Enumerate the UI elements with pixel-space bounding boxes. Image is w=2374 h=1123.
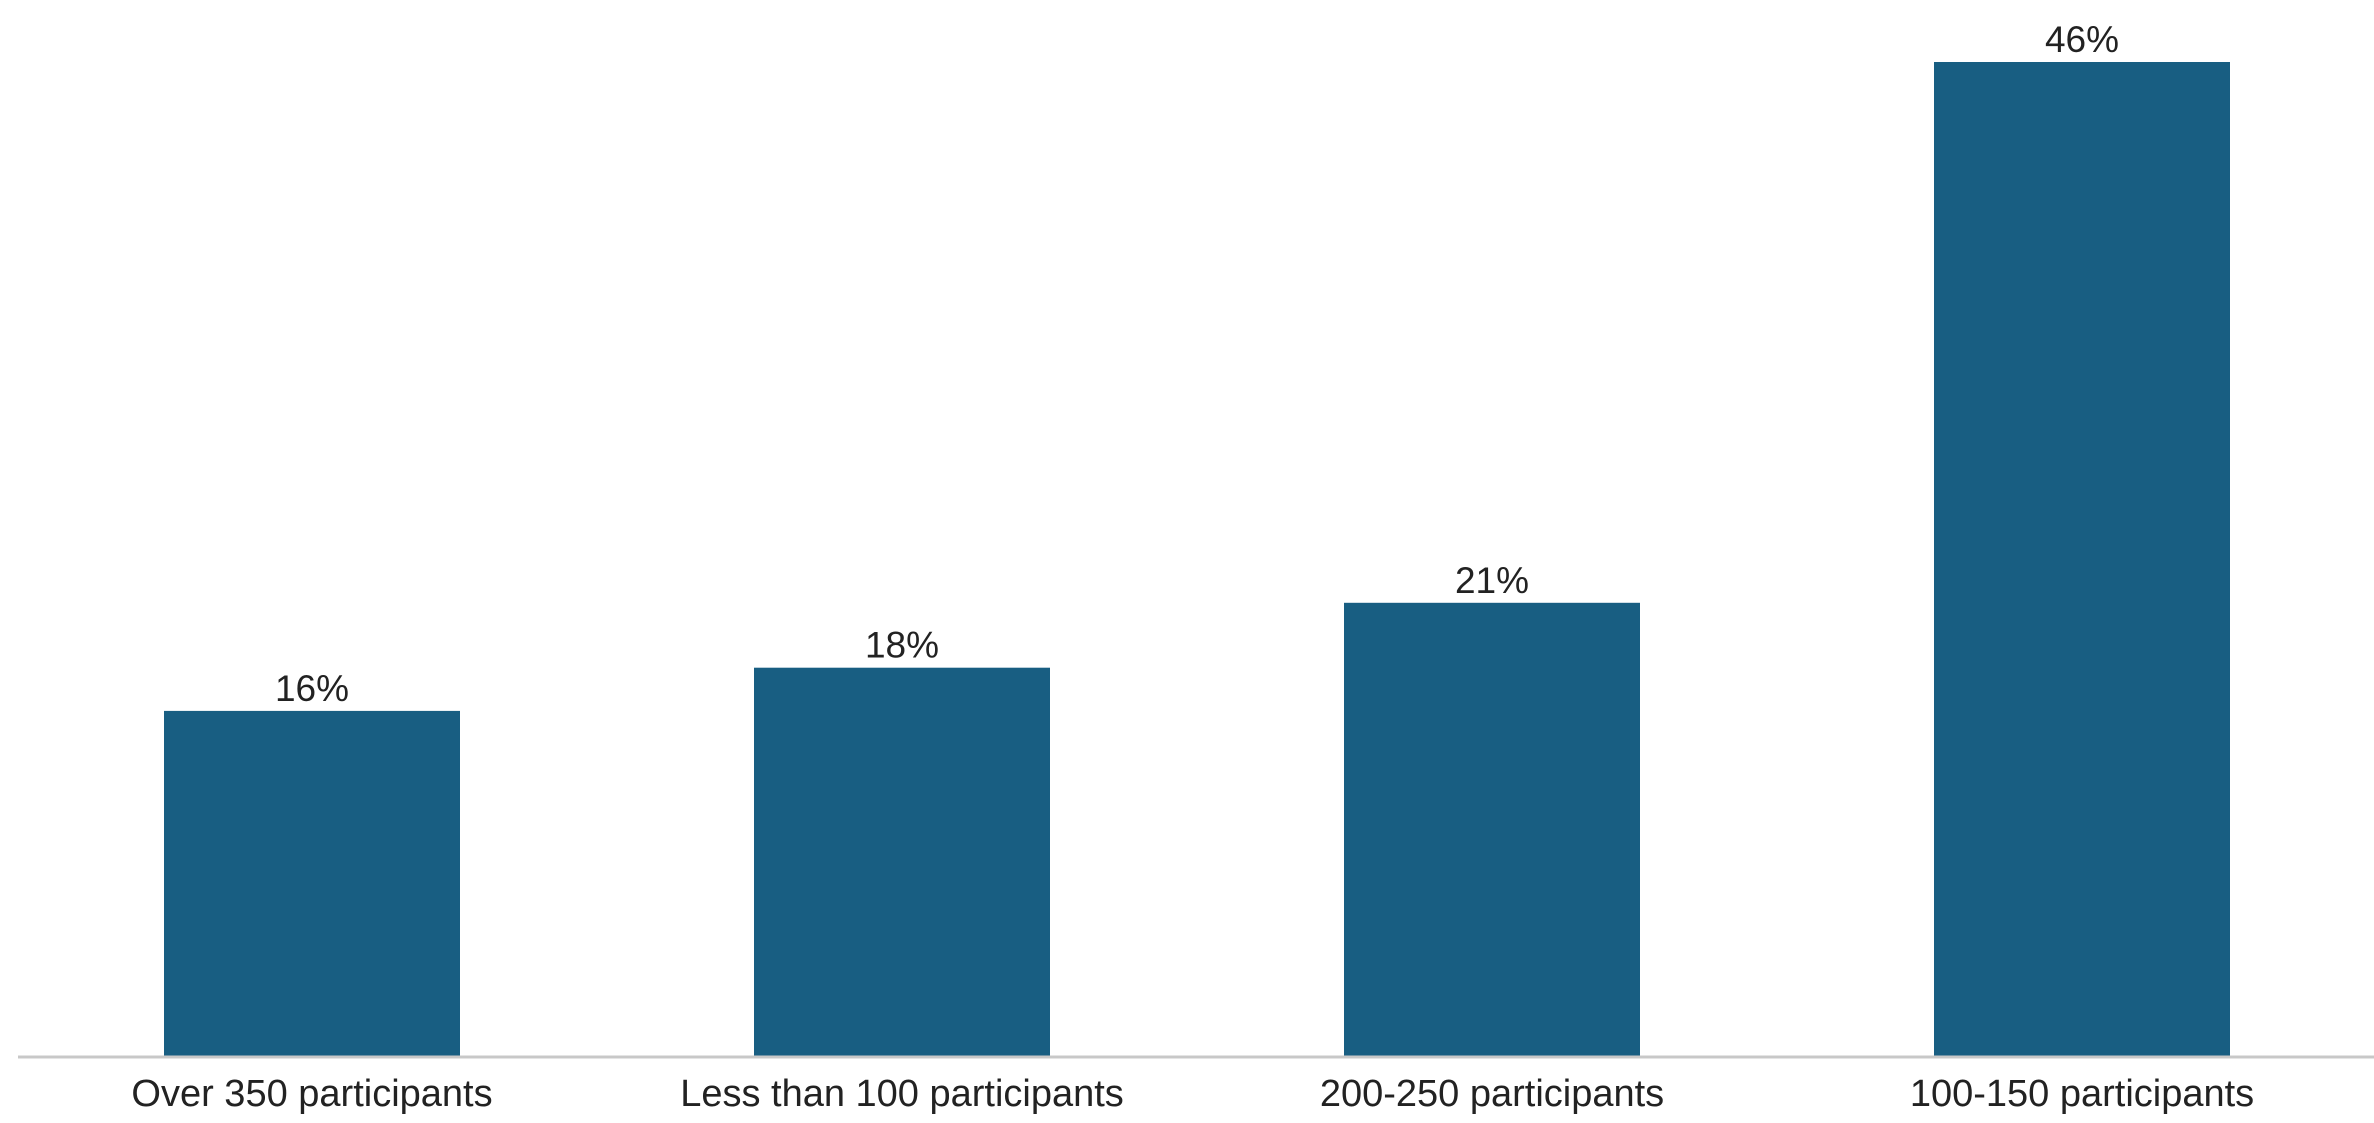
category-label: Over 350 participants (131, 1073, 492, 1115)
category-label: 200-250 participants (1320, 1073, 1664, 1115)
category-label: 100-150 participants (1910, 1073, 2254, 1115)
bar (1344, 602, 1640, 1057)
bars-layer (164, 62, 2230, 1057)
data-label: 18% (865, 625, 939, 666)
value-labels-layer: 16% 18% 21% 46% (275, 19, 2119, 709)
bar (1934, 62, 2230, 1057)
category-label: Less than 100 participants (680, 1073, 1124, 1115)
category-labels-layer: Over 350 participants Less than 100 parti… (131, 1073, 2254, 1115)
data-label: 16% (275, 668, 349, 709)
bar (164, 710, 460, 1057)
data-label: 21% (1455, 560, 1529, 601)
data-label: 46% (2045, 19, 2119, 60)
bar (754, 667, 1050, 1057)
